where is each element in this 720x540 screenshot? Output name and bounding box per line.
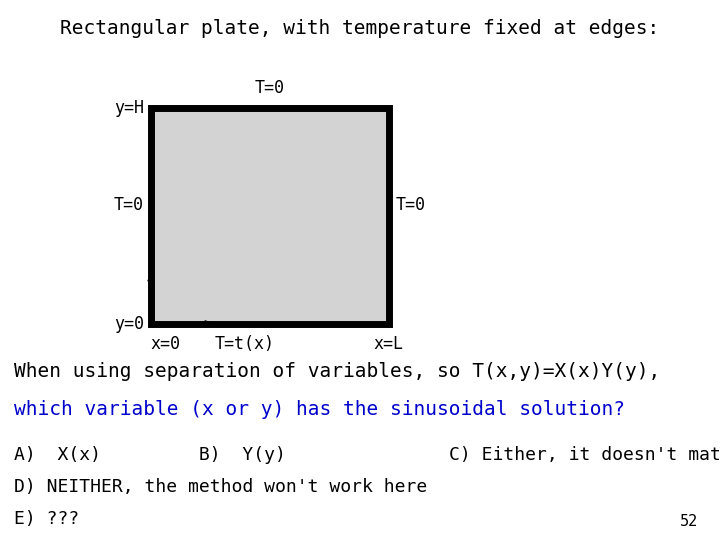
Text: T=t(x): T=t(x) — [215, 335, 275, 353]
Text: 52: 52 — [680, 514, 698, 529]
Text: A)  X(x)         B)  Y(y)               C) Either, it doesn't matter: A) X(x) B) Y(y) C) Either, it doesn't ma… — [14, 446, 720, 463]
Text: T=0: T=0 — [114, 196, 144, 214]
Text: When using separation of variables, so T(x,y)=X(x)Y(y),: When using separation of variables, so T… — [14, 362, 661, 381]
Text: y=H: y=H — [114, 99, 144, 117]
Text: T=0: T=0 — [396, 196, 426, 214]
Text: Rectangular plate, with temperature fixed at edges:: Rectangular plate, with temperature fixe… — [60, 19, 660, 38]
Text: y=0: y=0 — [114, 315, 144, 333]
Text: x=0: x=0 — [150, 335, 181, 353]
Text: D) NEITHER, the method won't work here: D) NEITHER, the method won't work here — [14, 478, 428, 496]
Text: x=L: x=L — [374, 335, 404, 353]
Text: E) ???: E) ??? — [14, 510, 80, 528]
Text: which variable (x or y) has the sinusoidal solution?: which variable (x or y) has the sinusoid… — [14, 400, 626, 419]
Bar — [151, 108, 389, 324]
Text: T=0: T=0 — [255, 79, 285, 97]
